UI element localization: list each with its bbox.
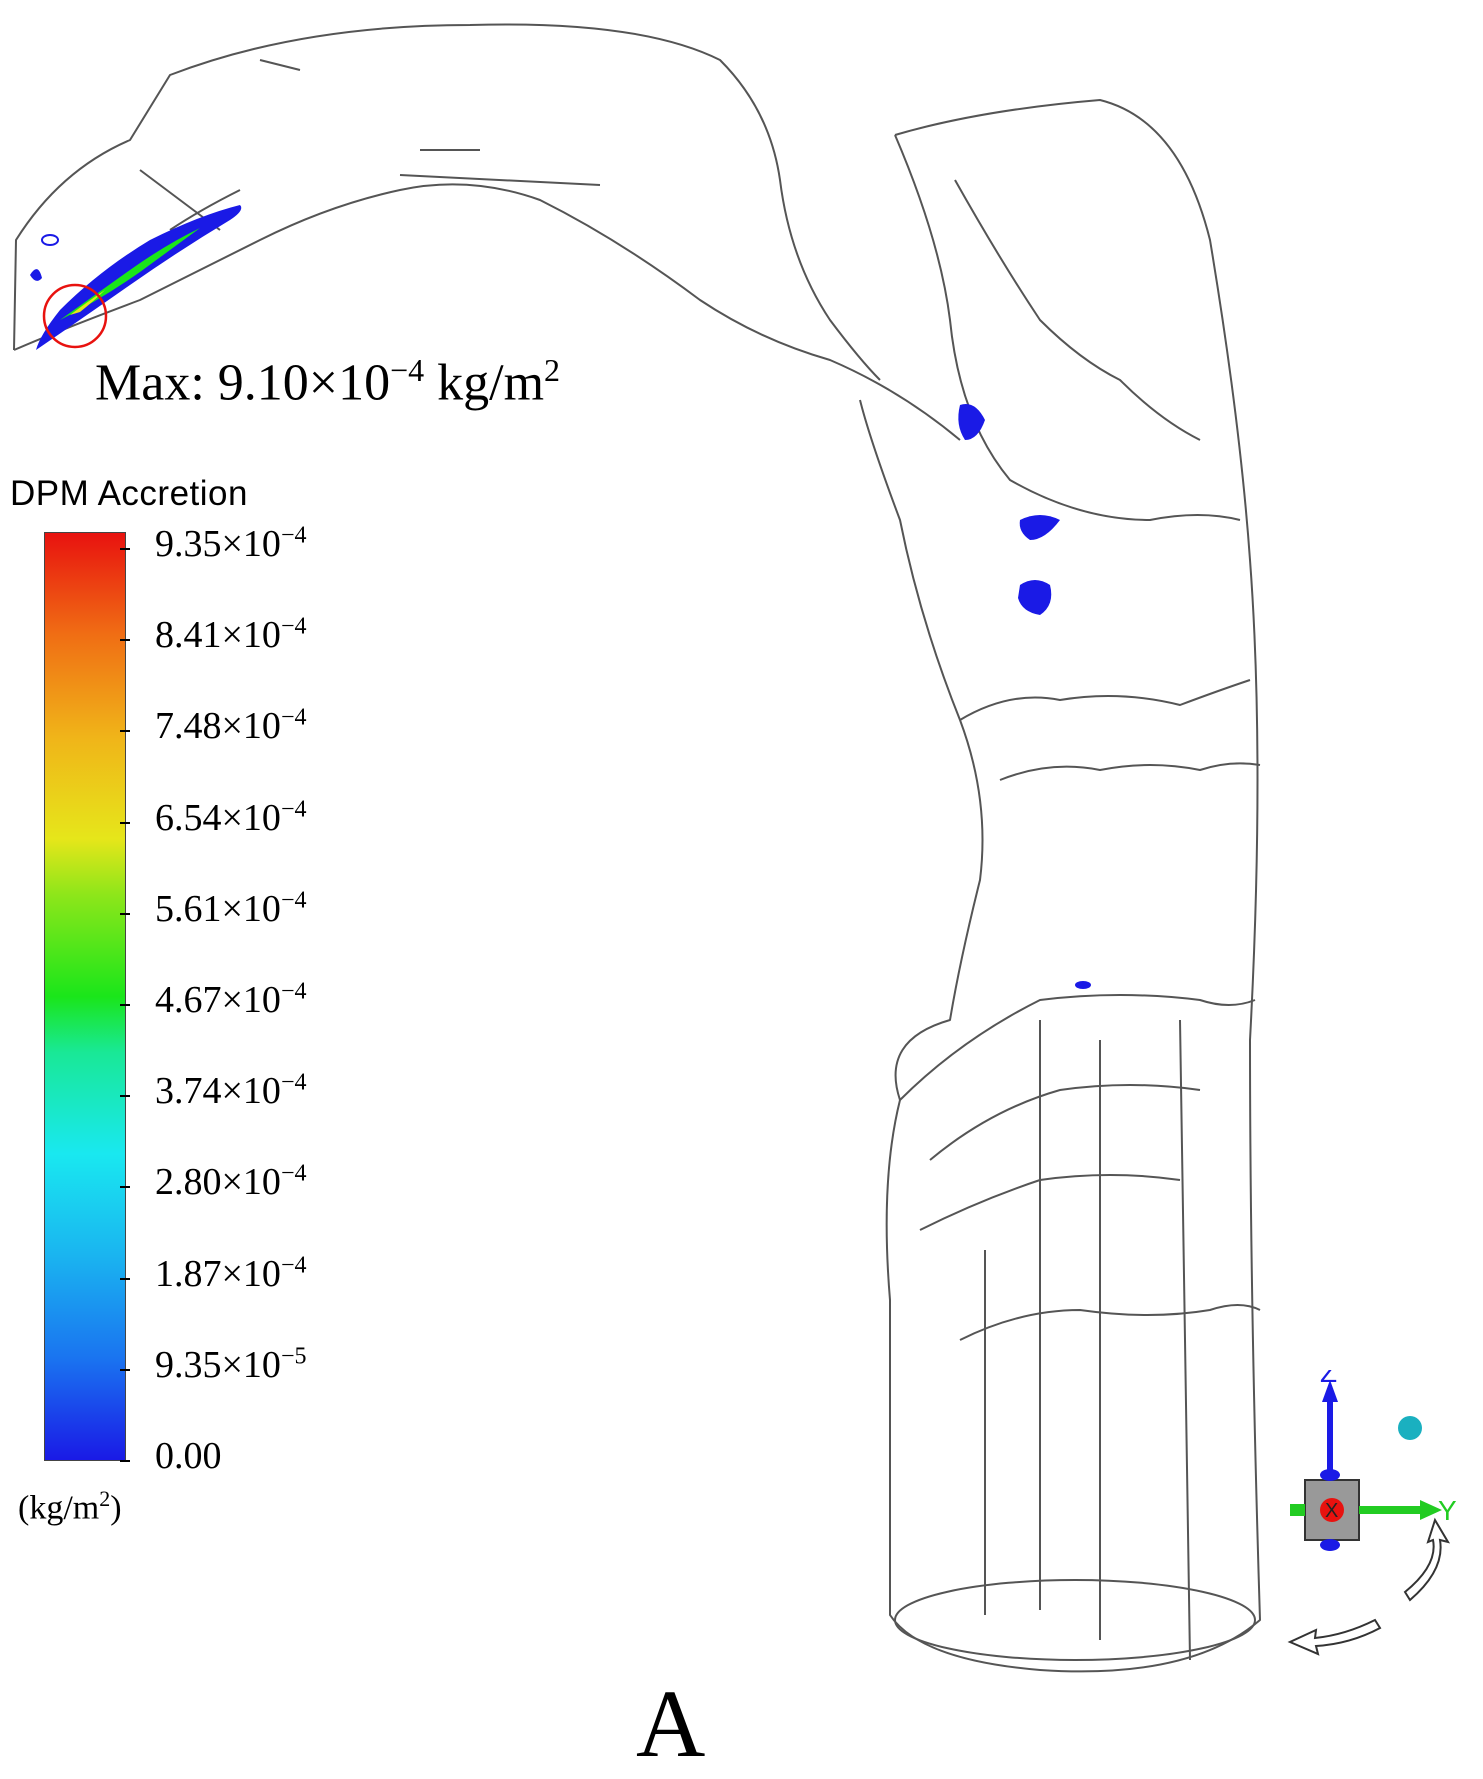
axis-y-label: Y [1438,1495,1457,1526]
rotate-arrow-icon[interactable] [1403,1517,1451,1602]
legend-tick-mark [120,1095,130,1098]
legend-tick-mantissa: 9.35×10 [155,1343,281,1386]
legend-tick-label: 1.87×10−4 [155,1252,306,1296]
max-exponent: −4 [390,352,425,388]
legend-tick-mantissa: 5.61×10 [155,887,281,930]
panel-label: A [636,1670,706,1777]
legend-tick-exponent: −4 [280,522,307,549]
legend-tick-exponent: −4 [280,1251,307,1278]
rotate-arrow-icon-2[interactable] [1287,1618,1382,1656]
legend-tick-mark [120,639,130,642]
legend-title: DPM Accretion [10,474,248,513]
legend-unit: (kg/m2) [18,1486,122,1527]
max-prefix: Max: 9.10×10 [95,354,391,412]
legend-tick-mark [120,1004,130,1006]
legend-tick-label: 6.54×10−4 [155,796,306,840]
trachea-outline [859,99,1261,1673]
axis-x-label: X [1325,1500,1338,1522]
max-location-circle [42,283,108,349]
legend-tick-exponent: −5 [280,1343,307,1370]
legend-tick-mantissa: 4.67×10 [155,979,281,1021]
legend-tick-label: 3.74×10−4 [155,1069,306,1113]
axes-triad[interactable]: Z X Y [1270,1370,1470,1710]
legend-tick-mantissa: 6.54×10 [155,796,281,839]
legend-tick-mantissa: 8.41×10 [155,614,281,657]
legend-tick-label: 4.67×10−4 [155,978,306,1022]
legend-tick-exponent: −4 [280,795,307,822]
legend-tick-exponent: −4 [280,1160,307,1187]
legend-unit-exp: 2 [99,1486,111,1511]
legend-tick-label: 9.35×10−5 [155,1343,306,1387]
legend-tick-label: 0.00 [155,1434,222,1478]
legend-tick-mark [120,1460,130,1462]
legend-tick-exponent: −4 [280,704,307,731]
legend-tick-mantissa: 0.00 [155,1435,222,1477]
oral-cavity-outline [13,23,881,381]
legend-tick-exponent: −4 [280,1069,307,1096]
legend-tick-mantissa: 2.80×10 [155,1161,281,1204]
legend-unit-close: ) [110,1489,122,1527]
legend-tick-mantissa: 7.48×10 [155,705,281,748]
legend-tick-mark [120,912,130,915]
view-sphere-icon[interactable] [1398,1416,1422,1440]
legend-tick-mantissa: 1.87×10 [155,1252,281,1295]
legend-unit-text: (kg/m [18,1489,100,1527]
legend-tick-label: 2.80×10−4 [155,1160,306,1204]
oral-floor-outline [13,183,961,441]
legend-tick-mantissa: 3.74×10 [155,1070,281,1113]
legend-tick-mark [120,1368,130,1371]
colorbar [44,532,126,1461]
axis-z-label: Z [1320,1370,1337,1388]
legend-tick-label: 5.61×10−4 [155,887,306,931]
legend-tick-mark [120,730,130,733]
legend-tick-mark [120,548,130,550]
legend-tick-mark [120,1186,130,1189]
legend-tick-exponent: −4 [280,613,307,640]
legend-tick-label: 9.35×10−4 [155,522,306,566]
legend-tick-label: 8.41×10−4 [155,613,306,657]
legend-tick-mantissa: 9.35×10 [155,523,281,565]
legend-tick-exponent: −4 [280,978,307,1005]
max-annotation: Max: 9.10×10−4 kg/m2 [95,352,560,412]
legend-tick-label: 7.48×10−4 [155,704,306,748]
max-unit-exp: 2 [544,352,561,388]
max-unit: kg/m [424,354,545,412]
legend-tick-mark [120,1277,130,1280]
deposition-region [30,205,1091,989]
legend-tick-exponent: −4 [280,887,307,914]
legend-tick-mark [120,821,130,824]
